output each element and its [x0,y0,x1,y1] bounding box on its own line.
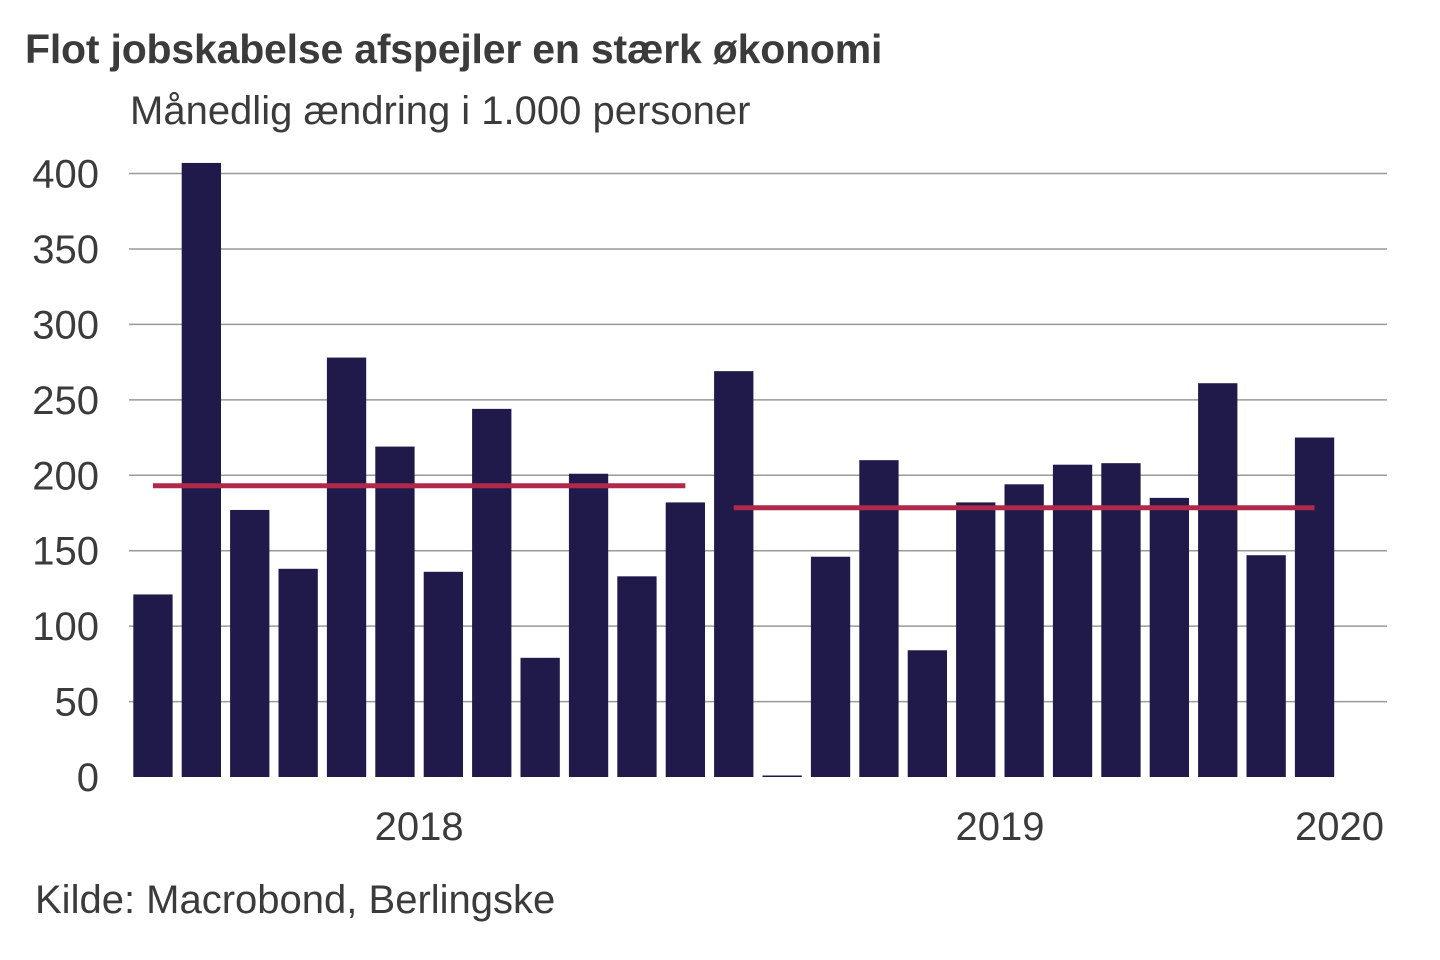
bar [520,657,560,777]
bar [472,408,512,777]
x-tick-label: 2020 [1295,805,1384,849]
y-tick-label: 250 [32,379,99,423]
bar [956,502,996,777]
y-tick-label: 100 [32,605,99,649]
bar [1004,484,1044,777]
bar [230,509,270,777]
x-axis-ticks: 2018 2019 2020 [375,805,1384,849]
y-tick-label: 300 [32,303,99,347]
bar [1052,464,1093,777]
bar [181,162,221,778]
bar [375,446,415,777]
bar [1101,463,1141,777]
bar [133,594,173,777]
y-axis-ticks: 0 50 100 150 200 250 300 350 400 [32,153,99,801]
bar [326,357,367,777]
y-tick-label: 200 [32,454,99,498]
bar [1246,555,1286,777]
y-tick-label: 400 [32,153,99,197]
chart-subtitle: Månedlig ændring i 1.000 personer [130,89,751,133]
bar [714,371,754,777]
bar [423,571,463,777]
average-lines [152,483,1315,511]
y-tick-label: 0 [77,756,99,800]
x-tick-label: 2019 [955,805,1044,849]
y-tick-label: 150 [32,530,99,574]
bars [133,162,1335,778]
y-tick-label: 350 [32,228,99,272]
bar [810,556,851,777]
bar [278,568,318,777]
bar [1198,383,1238,777]
bar [907,650,947,777]
bar [859,460,899,777]
x-tick-label: 2018 [375,805,464,849]
bar [665,502,705,777]
source-note: Kilde: Macrobond, Berlingske [35,878,556,922]
bar [568,473,609,777]
bar [1149,497,1189,777]
bar [1294,437,1335,777]
y-tick-label: 50 [55,681,100,725]
bar [617,576,657,777]
bar [762,775,802,777]
chart-title: Flot jobskabelse afspejler en stærk økon… [25,26,883,72]
